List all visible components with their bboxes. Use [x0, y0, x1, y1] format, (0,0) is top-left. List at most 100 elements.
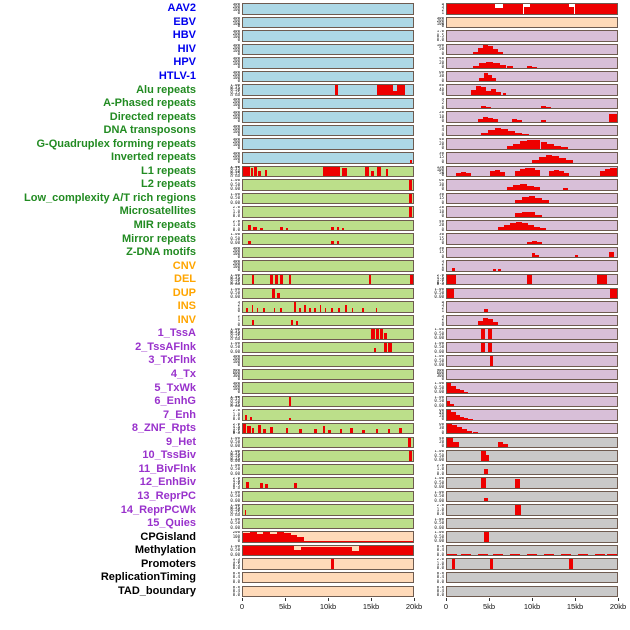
y-tick-label: 1.00	[230, 179, 240, 183]
data-bar	[509, 554, 521, 556]
y-tick-label: 0	[441, 172, 444, 178]
track-panel-right	[446, 273, 618, 286]
y-axis-ticks: 1.00 0.50 0.00	[414, 477, 446, 489]
y-tick-label: 0	[441, 240, 444, 245]
track-row: 6_EnhG 1.00 0.75 0.50 0.25 0.00 1.00 0.50 0.00	[0, 395, 630, 409]
data-bar	[477, 432, 483, 434]
y-tick-label: 0.0	[232, 226, 240, 232]
y-tick-label: 0.25	[230, 279, 240, 285]
track-row: 8_ZNF_Rpts 2.0 1.5 1.0 0.5 0.0 60 30 0	[0, 422, 630, 436]
data-bar	[328, 429, 331, 434]
y-axis-ticks: 30 15 0	[414, 193, 446, 205]
data-bar	[477, 47, 483, 55]
y-tick-label: 0.00	[434, 484, 444, 489]
row-label: G-Quadruplex forming repeats	[36, 137, 196, 150]
y-tick-label: 0.0	[232, 416, 240, 421]
y-tick-label: 0	[441, 91, 444, 96]
y-axis-ticks: 1.00 0.50 0.00	[200, 464, 242, 476]
data-bar	[283, 533, 291, 542]
track-panel-right	[446, 192, 618, 205]
y-tick-label: 1.5	[232, 558, 240, 562]
track-row: CNV 300 200 100 0 3 2 1 0	[0, 259, 630, 273]
data-bar	[533, 187, 541, 190]
y-tick-label: 0.00	[230, 404, 240, 408]
data-bar	[377, 85, 393, 95]
y-axis-ticks: 300 200 100 0	[200, 138, 242, 150]
track-panel-left	[242, 463, 414, 476]
data-bar	[484, 498, 488, 502]
y-tick-label: 0.25	[230, 401, 240, 407]
y-tick-label: 0.50	[230, 507, 240, 513]
y-axis-ticks: 2.0 1.0 0.0	[200, 220, 242, 232]
data-bar	[520, 141, 527, 149]
x-axis-row: 0 5kb 10kb 15kb 20kb 0 5kb 10kb 15kb 20kb	[0, 598, 630, 616]
data-bar	[288, 417, 291, 420]
data-bar	[447, 553, 458, 556]
y-axis-ticks: 300 200 100 0	[200, 44, 242, 56]
data-bar	[246, 308, 249, 312]
row-label: DNA transposons	[103, 124, 197, 137]
track-row: HBV 300 200 100 0 1.0 0.5 0.0	[0, 29, 630, 43]
y-tick-label: 60	[439, 70, 444, 74]
track-panel-left	[242, 328, 414, 340]
y-tick-label: 15	[439, 195, 444, 201]
data-bar	[331, 227, 334, 231]
y-tick-label: 0.50	[230, 195, 240, 201]
data-bar	[523, 7, 531, 14]
y-tick-label: 0	[237, 321, 240, 327]
track-row: TAD_boundary 0.8 0.4 0.0 0.8 0.4 0.0	[0, 585, 630, 599]
y-tick-label: 0.5	[232, 562, 240, 568]
data-bar	[249, 417, 253, 420]
y-tick-label: 2.0	[436, 463, 444, 467]
y-tick-label: 0	[441, 145, 444, 150]
data-bar	[520, 168, 526, 177]
y-tick-label: 40	[439, 436, 444, 440]
y-tick-label: 0.0	[232, 213, 240, 218]
data-bar	[409, 159, 413, 163]
data-bar	[299, 308, 301, 312]
data-bar	[288, 396, 292, 407]
data-bar	[513, 143, 521, 149]
data-bar	[280, 274, 283, 285]
row-label: DUP	[172, 286, 196, 299]
data-bar	[288, 274, 292, 285]
data-bar	[526, 554, 538, 556]
data-bar	[600, 171, 606, 177]
y-tick-label: 100	[436, 166, 444, 172]
row-label: INV	[177, 313, 196, 326]
track-row: INS 3 2 1 0 4 3 2 1	[0, 300, 630, 314]
track-panel-left	[242, 287, 414, 299]
x-tick-mark	[328, 598, 329, 602]
y-tick-label: 200	[232, 356, 240, 362]
y-axis-ticks: 40 20 0	[414, 57, 446, 69]
y-tick-label: 0.00	[434, 456, 444, 462]
y-tick-label: 1.00	[230, 544, 240, 548]
y-tick-label: 0.5	[436, 32, 444, 38]
y-axis-ticks: 300 200 100 0	[200, 71, 242, 83]
data-bar	[451, 412, 456, 420]
row-label: 13_ReprPC	[137, 489, 196, 502]
data-bar	[566, 160, 573, 163]
y-tick-label: 1.00	[230, 504, 240, 508]
y-axis-ticks: 300 200 100 0	[200, 260, 242, 272]
y-axis-ticks: 1.00 0.50 0.00	[200, 545, 242, 557]
y-tick-label: 0.50	[230, 331, 240, 337]
y-tick-label: 3	[441, 260, 444, 264]
y-axis-ticks: 1.00 0.75 0.50 0.25 0.00	[200, 328, 242, 340]
data-bar	[477, 118, 483, 122]
data-bar	[249, 532, 257, 542]
y-axis-ticks: 100 50 0	[414, 44, 446, 56]
data-bar	[515, 505, 521, 515]
data-bar	[280, 227, 283, 231]
data-bar	[452, 425, 458, 434]
data-bar	[265, 483, 268, 488]
data-bar	[552, 155, 560, 163]
data-bar	[559, 171, 565, 177]
data-bar	[492, 48, 498, 55]
y-tick-label: 0.50	[230, 277, 240, 283]
track-row: 14_ReprPCWk 1.00 0.75 0.50 0.25 0.00 2.0 1.0 0.0	[0, 503, 630, 517]
y-tick-label: 1.00	[434, 477, 444, 481]
data-bar	[489, 559, 493, 569]
track-panel-left	[242, 450, 414, 462]
data-bar	[489, 356, 493, 366]
